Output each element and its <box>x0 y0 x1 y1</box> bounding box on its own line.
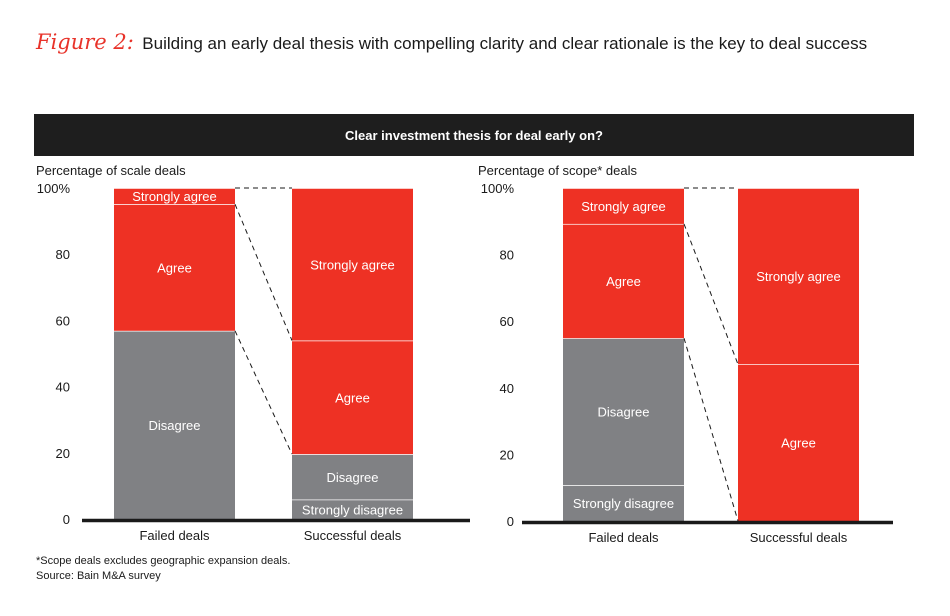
scope-bar-successful-deals-agree <box>738 364 859 521</box>
scale-bar-failed-deals-strongly-agree <box>114 188 235 205</box>
scope-bar-failed-deals-strongly-disagree <box>563 485 684 521</box>
scale-label-failed-deals-strongly-agree: Strongly agree <box>132 189 217 204</box>
scope-category-failed-deals: Failed deals <box>588 530 659 545</box>
scale-category-failed-deals: Failed deals <box>139 528 210 543</box>
scale-ytick-20: 20 <box>56 446 70 461</box>
scale-label-successful-deals-agree: Agree <box>335 390 370 405</box>
scope-ytick-40: 40 <box>500 381 514 396</box>
scope-connector-2 <box>683 338 739 522</box>
scope-label-failed-deals-strongly-disagree: Strongly disagree <box>573 496 674 511</box>
footnote-source: Source: Bain M&A survey <box>36 570 161 582</box>
scope-bar-failed-deals-agree <box>563 223 684 339</box>
footnote-scope: *Scope deals excludes geographic expansi… <box>36 555 291 567</box>
scale-ytick-40: 40 <box>56 380 70 395</box>
scale-ytick-80: 80 <box>56 247 70 262</box>
scale-bar-successful-deals-strongly-disagree <box>292 499 413 519</box>
scale-label-successful-deals-strongly-agree: Strongly agree <box>310 257 395 272</box>
scale-bar-failed-deals-agree <box>114 204 235 331</box>
scale-connector-3 <box>234 204 293 341</box>
left-panel-ylabel: Percentage of scale deals <box>36 163 186 178</box>
scope-ytick-60: 60 <box>500 314 514 329</box>
scale-label-failed-deals-agree: Agree <box>157 261 192 276</box>
scope-label-failed-deals-disagree: Disagree <box>597 405 649 420</box>
scale-ytick-60: 60 <box>56 313 70 328</box>
scale-bar-successful-deals-strongly-agree <box>292 188 413 341</box>
figure-title-row: Figure 2: Building an early deal thesis … <box>36 30 867 54</box>
scale-bar-successful-deals-agree <box>292 340 413 455</box>
scale-label-successful-deals-strongly-disagree: Strongly disagree <box>302 502 403 517</box>
scale-ytick-0: 0 <box>63 512 70 527</box>
scale-bar-successful-deals-disagree <box>292 454 413 500</box>
scale-ytick-100: 100% <box>37 181 71 196</box>
scale-label-failed-deals-disagree: Disagree <box>148 418 200 433</box>
scope-ytick-0: 0 <box>507 514 514 529</box>
figure-title: Building an early deal thesis with compe… <box>142 34 868 53</box>
scope-label-successful-deals-agree: Agree <box>781 436 816 451</box>
scope-bar-failed-deals-strongly-agree <box>563 188 684 224</box>
figure-label: Figure 2: <box>36 30 134 54</box>
scale-label-successful-deals-disagree: Disagree <box>326 470 378 485</box>
right-panel-ylabel: Percentage of scope* deals <box>478 163 637 178</box>
scope-bar-successful-deals-strongly-agree <box>738 188 859 365</box>
scope-connector-3 <box>683 223 739 365</box>
chart-banner: Clear investment thesis for deal early o… <box>34 114 914 156</box>
scope-category-successful-deals: Successful deals <box>750 530 848 545</box>
scope-label-failed-deals-agree: Agree <box>606 274 641 289</box>
scale-bar-failed-deals-disagree <box>114 330 235 519</box>
scope-ytick-100: 100% <box>481 181 515 196</box>
scope-label-successful-deals-strongly-agree: Strongly agree <box>756 269 841 284</box>
scope-label-failed-deals-strongly-agree: Strongly agree <box>581 199 666 214</box>
scale-connector-2 <box>234 330 293 455</box>
scope-bar-failed-deals-disagree <box>563 338 684 486</box>
scope-ytick-20: 20 <box>500 447 514 462</box>
scale-category-successful-deals: Successful deals <box>304 528 402 543</box>
scope-ytick-80: 80 <box>500 248 514 263</box>
